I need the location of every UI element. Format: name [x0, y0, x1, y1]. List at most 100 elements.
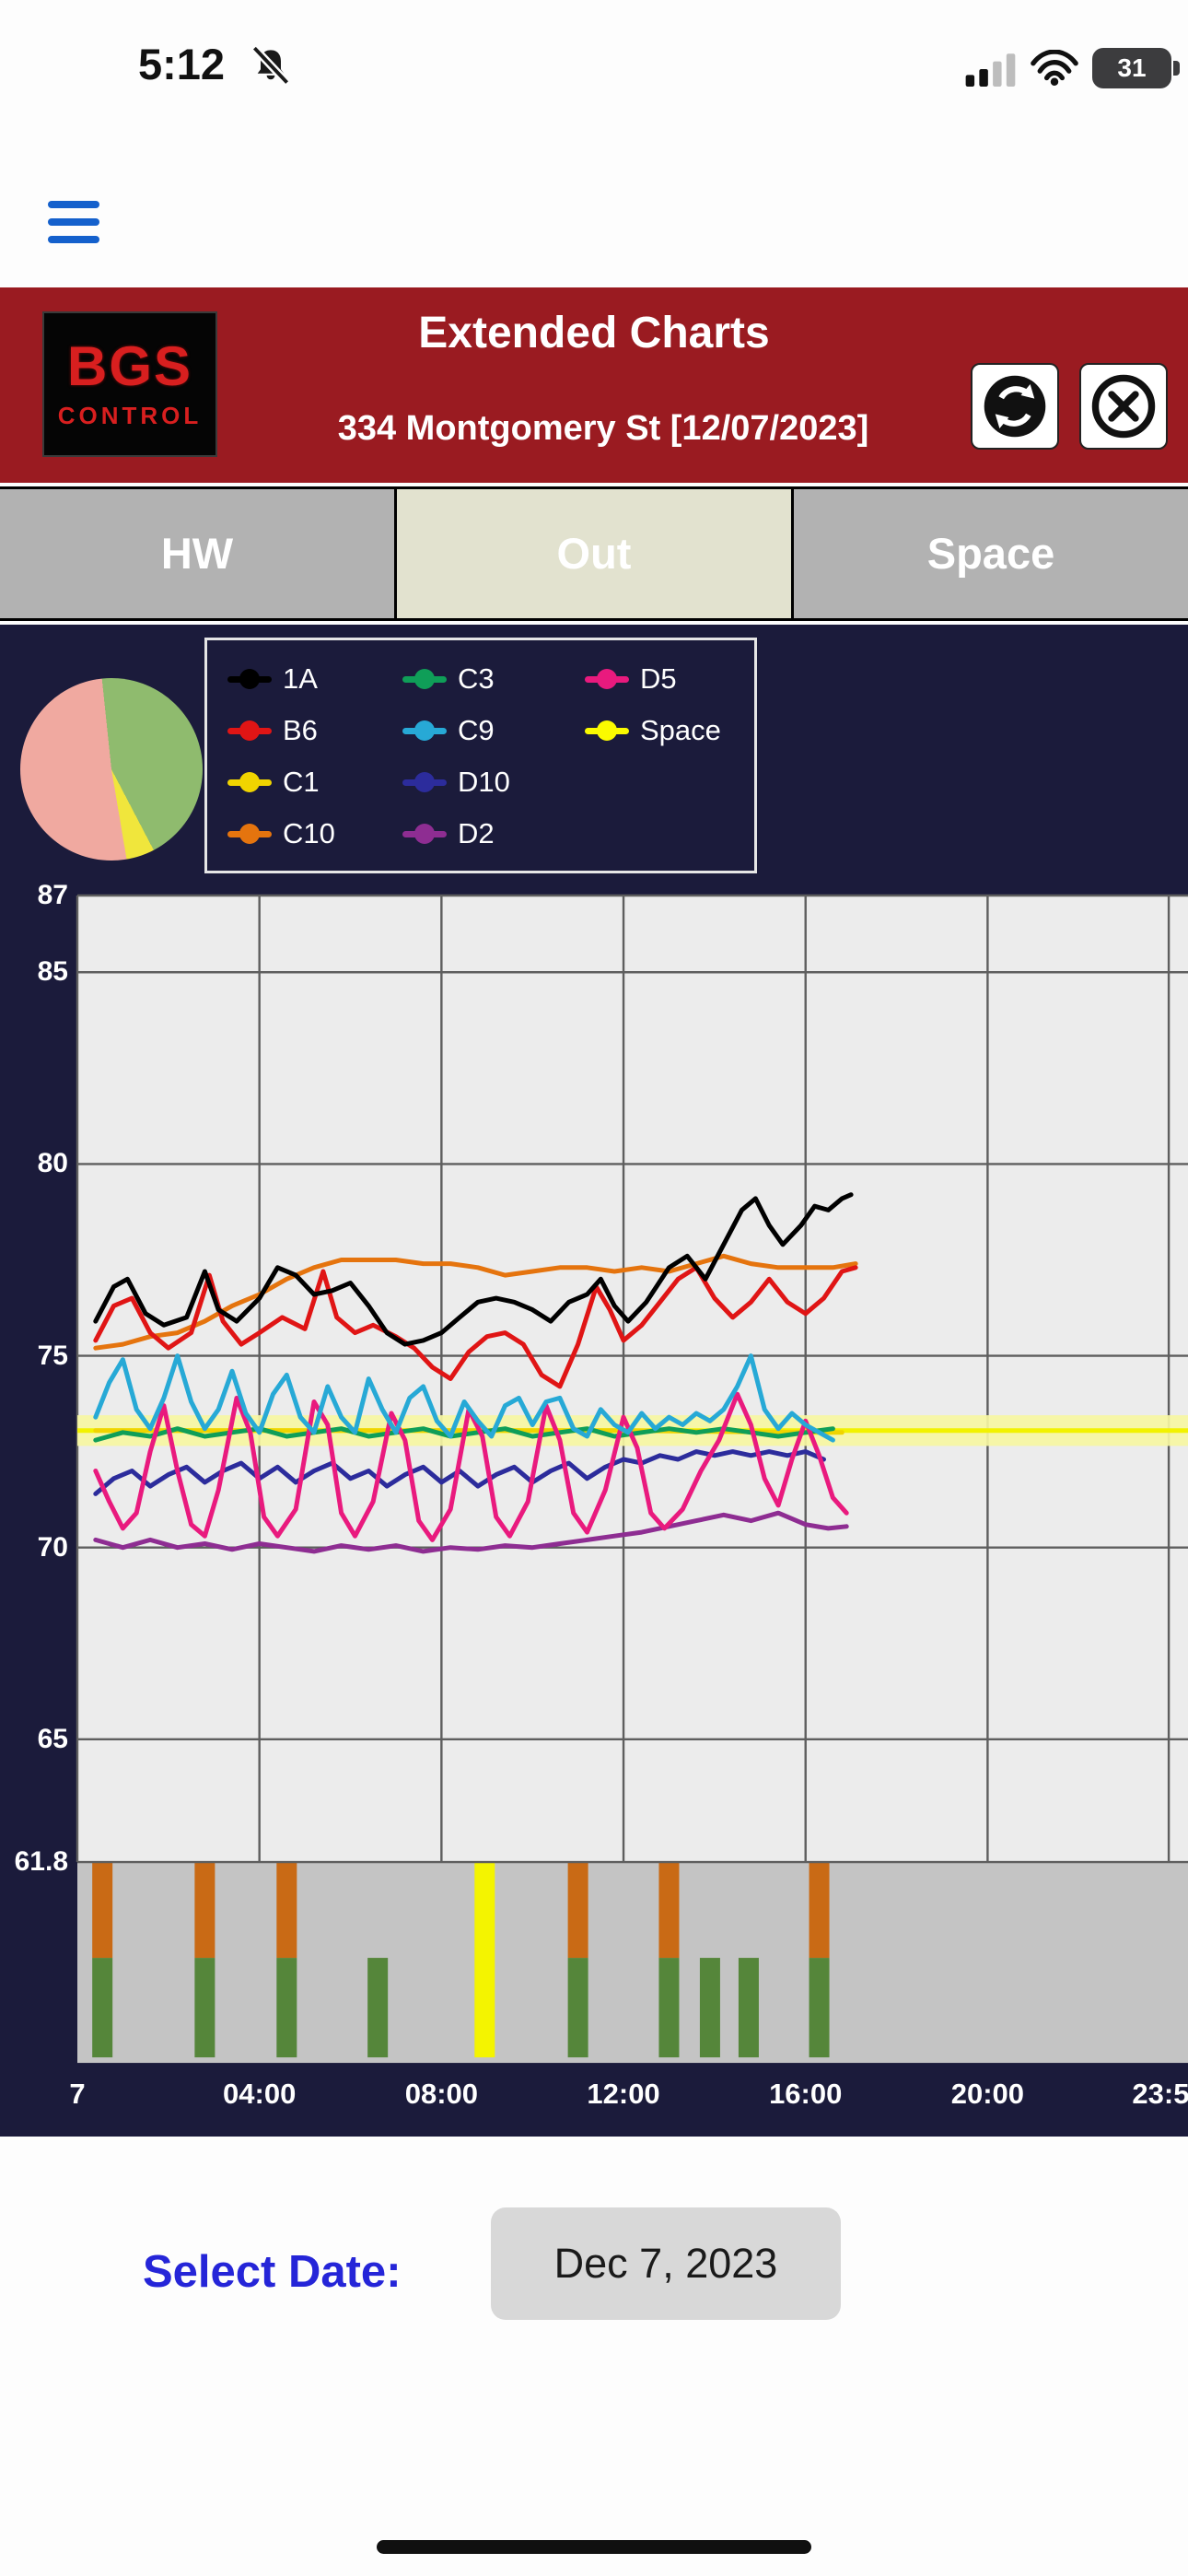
- legend-item-c9: C9: [402, 714, 585, 747]
- status-bar-green: [276, 1958, 297, 2058]
- select-date-label: Select Date:: [143, 2247, 402, 2297]
- cellular-signal-icon: [965, 53, 1016, 87]
- status-bar-green: [367, 1958, 389, 2058]
- status-time: 5:12: [138, 40, 226, 88]
- line-chart: [76, 894, 1188, 2064]
- x-axis-label: 20:00: [950, 2078, 1025, 2111]
- series-D2: [93, 1510, 849, 1554]
- status-band: [77, 1862, 1188, 2064]
- close-icon: [1091, 374, 1156, 439]
- status-bar-green: [567, 1958, 588, 2058]
- app-header: BGS CONTROL Extended Charts 334 Montgome…: [0, 287, 1188, 483]
- legend-label: C3: [458, 662, 495, 695]
- legend-marker: [585, 668, 629, 689]
- y-axis-label: 80: [37, 1148, 68, 1179]
- legend-label: C10: [283, 817, 335, 849]
- battery-icon: 31: [1092, 48, 1180, 88]
- status-bar-green: [92, 1958, 113, 2058]
- y-axis-label: 87: [37, 880, 68, 910]
- close-button[interactable]: [1079, 363, 1168, 450]
- legend-item-c3: C3: [402, 662, 585, 696]
- legend-item-space: Space: [585, 714, 732, 747]
- y-axis-label: 75: [37, 1340, 68, 1371]
- bgs-logo: BGS CONTROL: [42, 311, 217, 457]
- y-axis-label: 70: [37, 1531, 68, 1563]
- x-axis-label: 08:00: [404, 2078, 479, 2111]
- logo-text-bgs: BGS: [66, 334, 193, 397]
- legend-item-b6: B6: [227, 714, 402, 747]
- status-icons: 31: [965, 48, 1180, 88]
- x-axis-label: 7: [69, 2078, 86, 2111]
- chart-panel: 1A C3 D5 B6 C9 Space C1 D10 C10 D2 87 85 80 75 70 65 61…: [0, 625, 1188, 2137]
- status-bar-orange: [92, 1862, 113, 1959]
- mute-bell-icon: [251, 46, 290, 86]
- legend-marker: [402, 720, 447, 741]
- legend-label: D2: [458, 817, 495, 849]
- tab-bar: HW Out Space: [0, 486, 1188, 621]
- tab-out[interactable]: Out: [397, 489, 794, 618]
- legend-marker: [402, 823, 447, 844]
- status-bar-green: [738, 1958, 759, 2058]
- legend-label: D10: [458, 766, 510, 798]
- refresh-button[interactable]: [971, 363, 1059, 450]
- battery-percent: 31: [1117, 53, 1147, 82]
- chart-legend: 1A C3 D5 B6 C9 Space C1 D10 C10 D2: [204, 638, 757, 873]
- legend-marker: [227, 823, 272, 844]
- status-bar-yellow: [474, 1862, 495, 2058]
- x-axis-label: 04:00: [223, 2078, 297, 2111]
- refresh-icon: [984, 375, 1046, 438]
- x-axis-label: 12:00: [587, 2078, 660, 2111]
- legend-label: D5: [640, 662, 677, 695]
- status-bar-orange: [567, 1862, 588, 1959]
- status-bar-green: [809, 1958, 830, 2058]
- status-bar-green: [194, 1958, 215, 2058]
- battery-nub: [1173, 61, 1180, 76]
- pie-chart: [20, 678, 203, 861]
- legend-label: 1A: [283, 662, 318, 695]
- menu-bar: [48, 218, 99, 226]
- legend-item-c1: C1: [227, 766, 402, 799]
- logo-text-control: CONTROL: [57, 401, 203, 429]
- series-B6: [93, 1265, 858, 1389]
- legend-item-d2: D2: [402, 817, 585, 850]
- legend-marker: [402, 771, 447, 792]
- menu-button[interactable]: [48, 201, 99, 245]
- legend-marker: [227, 771, 272, 792]
- date-picker-button[interactable]: Dec 7, 2023: [491, 2207, 841, 2320]
- legend-item-d5: D5: [585, 662, 732, 696]
- y-axis-label: 65: [37, 1723, 68, 1754]
- x-axis-label: 23:59: [1132, 2078, 1188, 2111]
- legend-marker: [227, 720, 272, 741]
- legend-marker: [402, 668, 447, 689]
- status-bar-green: [658, 1958, 680, 2058]
- series-C9: [93, 1353, 835, 1443]
- menu-bar: [48, 236, 99, 243]
- status-bar-orange: [194, 1862, 215, 1959]
- status-bar-orange: [276, 1862, 297, 1959]
- legend-label: C9: [458, 714, 495, 746]
- menu-bar: [48, 201, 99, 208]
- y-axis-label: 85: [37, 956, 68, 988]
- legend-marker: [585, 720, 629, 741]
- legend-item-c10: C10: [227, 817, 402, 850]
- status-bar-green: [699, 1958, 720, 2058]
- x-axis-label: 16:00: [769, 2078, 843, 2111]
- legend-label: B6: [283, 714, 318, 746]
- tab-hw[interactable]: HW: [0, 489, 397, 618]
- status-bar-orange: [809, 1862, 830, 1959]
- plot-area: [77, 896, 1188, 1863]
- wifi-icon: [1031, 50, 1078, 86]
- page-subtitle: 334 Montgomery St [12/07/2023]: [337, 409, 869, 448]
- tab-space[interactable]: Space: [794, 489, 1188, 618]
- page-title: Extended Charts: [418, 309, 770, 357]
- legend-label: Space: [640, 714, 721, 746]
- series-1A: [93, 1192, 854, 1347]
- legend-label: C1: [283, 766, 320, 798]
- legend-item-1a: 1A: [227, 662, 402, 696]
- legend-item-d10: D10: [402, 766, 585, 799]
- legend-marker: [227, 668, 272, 689]
- y-axis-label: 61.8: [14, 1846, 68, 1878]
- status-bar-orange: [658, 1862, 680, 1959]
- home-indicator[interactable]: [377, 2540, 811, 2554]
